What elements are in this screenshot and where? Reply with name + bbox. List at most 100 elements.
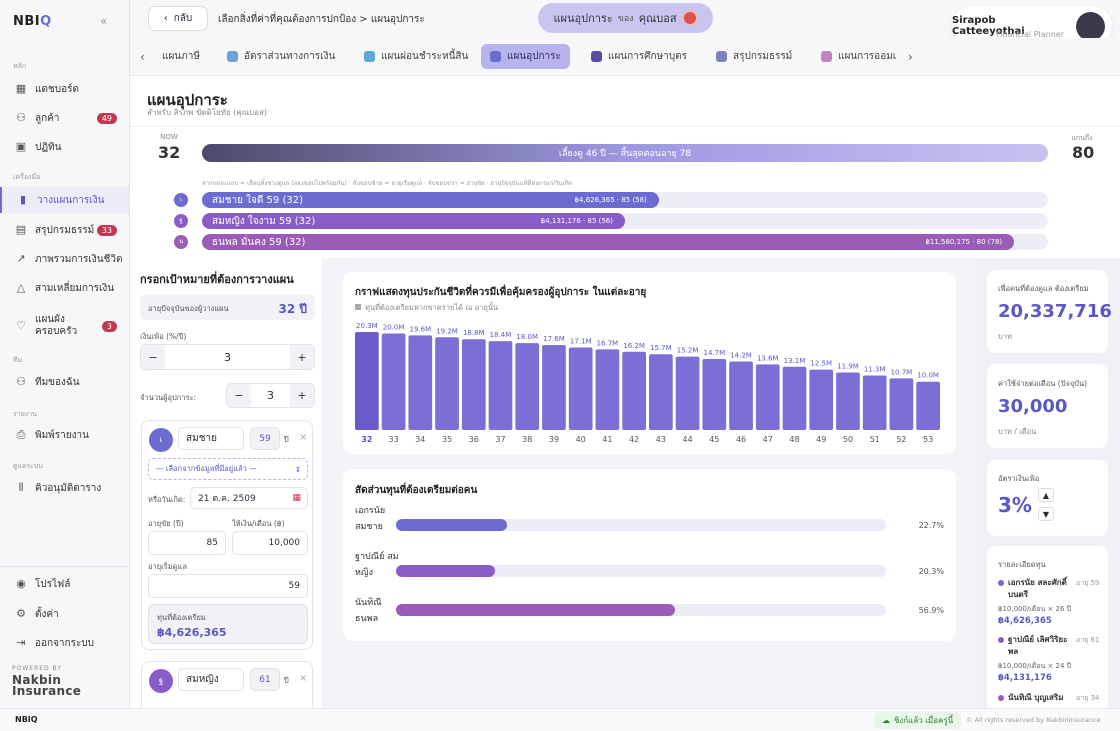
sidebar-item-logout[interactable]: ⇥ ออกจากระบบ (0, 630, 129, 656)
customers-count-badge: 49 (96, 112, 117, 124)
dependent-1-monthly-input[interactable]: 10,000 (232, 531, 308, 555)
sidebar-item-life-overview[interactable]: ↗ ภาพรวมการเงินชีวิต (0, 246, 129, 272)
sidebar-item-customers[interactable]: ⚇ ลูกค้า 49 (0, 105, 129, 131)
chart-bar[interactable] (729, 361, 753, 430)
chart-bar[interactable] (649, 354, 673, 430)
sidebar-item-approval-queue[interactable]: ⫴ คิวอนุมัติตาราง (0, 475, 129, 501)
chart-bar[interactable] (435, 337, 459, 430)
chart-bar[interactable] (782, 366, 807, 430)
care-span-bar[interactable]: เลี้ยงดู 46 ปี — สิ้นสุดตอนอายุ 78 (202, 144, 1048, 162)
tab-policy-summary[interactable]: สรุปกรมธรรม์ (707, 44, 801, 69)
chart-bar[interactable] (862, 375, 887, 430)
inflation-stepper[interactable]: − 3 + (140, 344, 315, 370)
chart-bar[interactable] (542, 345, 566, 430)
dependent-1-age-input[interactable]: 59 (250, 427, 280, 450)
chart-bar[interactable] (809, 369, 834, 430)
collapse-sidebar-icon[interactable]: « (100, 14, 108, 28)
bar-chart-icon: ▮ (19, 193, 27, 206)
chart-data-label: 19.6M (409, 325, 431, 333)
chart-data-label: 15.7M (650, 344, 672, 352)
dependent-1-name-input[interactable]: สมชาย (178, 427, 244, 450)
inflation-label: เงินเฟ้อ (%/ปี) (140, 332, 187, 341)
tab-financial-ratio[interactable]: อัตราส่วนทางการเงิน (218, 44, 344, 69)
dependent-2-name-input[interactable]: สมหญิง (178, 668, 244, 691)
remove-dependent-1-icon[interactable]: × (299, 432, 308, 443)
dependent-1-birthdate-input[interactable]: 21 ต.ค. 2509 ▦ (190, 487, 308, 509)
fund-dot (998, 580, 1004, 586)
chart-bar[interactable] (461, 339, 486, 430)
chart-x-tick: 52 (896, 435, 906, 444)
inflation-value[interactable]: 3 (224, 350, 231, 364)
dependents-decrement-button[interactable]: − (227, 384, 251, 407)
chart-bar[interactable] (488, 341, 513, 430)
chevron-left-icon: ‹ (163, 13, 168, 24)
tab-tax-plan[interactable]: แผนภาษี (153, 44, 209, 69)
app-logo[interactable]: NBIQ (13, 14, 52, 29)
sidebar-item-family-tree[interactable]: ♡ แผนผังครอบครัว 3 (0, 311, 129, 341)
chart-x-tick: 46 (736, 435, 746, 444)
chart-bar[interactable] (755, 364, 780, 430)
profile-icon: ◉ (16, 577, 26, 590)
chart-x-tick: 48 (789, 435, 799, 444)
remove-dependent-2-icon[interactable]: × (299, 673, 308, 684)
calendar-icon[interactable]: ▦ (292, 493, 301, 503)
inflation-card: อัตราเงินเฟ้อ 3% ▲ ▼ (987, 460, 1108, 536)
tab-dependent-plan[interactable]: แผนอุปการะ (481, 44, 570, 69)
dependent-2-track[interactable]: สมหญิง ใจงาม 59 (32) ฿4,131,176 · 85 (56) (202, 213, 1048, 229)
sidebar-item-settings[interactable]: ⚙ ตั้งค่า (0, 601, 129, 627)
chart-bar[interactable] (408, 335, 433, 430)
sidebar-item-print-report[interactable]: ⎙ พิมพ์รายงาน (0, 422, 129, 448)
sidebar-item-dashboard[interactable]: ▦ แดชบอร์ด (0, 76, 129, 102)
chart-bar[interactable] (622, 351, 646, 430)
tabs-scroll-left-icon[interactable]: ‹ (140, 50, 145, 64)
chart-data-label: 11.9M (837, 363, 859, 371)
ratio-row-1-fill (396, 519, 508, 531)
chart-bar[interactable] (916, 381, 940, 430)
dependent-2-span[interactable]: สมหญิง ใจงาม 59 (32) ฿4,131,176 · 85 (56) (202, 213, 625, 229)
dependents-increment-button[interactable]: + (290, 384, 314, 407)
chart-bar[interactable] (702, 359, 727, 430)
dependent-1-span[interactable]: สมชาย ใจดี 59 (32) ฿4,626,365 · 85 (58) (202, 192, 659, 208)
dependent-3-amount: ฿11,580,175 · 80 (78) (925, 238, 1003, 246)
dependent-1-select[interactable]: — เลือกจากข้อมูลที่มีอยู่แล้ว — ⇕ (148, 458, 308, 480)
chart-bar[interactable] (355, 332, 379, 430)
dependent-2-age-input[interactable]: 61 (250, 668, 280, 691)
sidebar-item-financial-planning[interactable]: ▮ วางแผนการเงิน (0, 187, 129, 213)
chart-bar[interactable] (889, 378, 914, 430)
trend-icon: ↗ (16, 252, 26, 265)
chart-bar[interactable] (515, 343, 540, 430)
dependent-1-life-input[interactable]: 85 (148, 531, 226, 555)
sidebar-item-policy-summary[interactable]: ▤ สรุปกรมธรรม์ 33 (0, 217, 129, 243)
tab-debt-plan[interactable]: แผนผ่อนชำระหนี้สิน (355, 44, 477, 69)
back-button[interactable]: ‹ กลับ (148, 6, 208, 31)
dependents-value[interactable]: 3 (267, 389, 274, 402)
fund-dot (998, 637, 1004, 643)
inflation-up-button[interactable]: ▲ (1038, 488, 1054, 502)
sidebar-item-triangle[interactable]: △ สามเหลี่ยมการเงิน (0, 275, 129, 301)
chart-bar[interactable] (836, 372, 860, 430)
chart-bar[interactable] (675, 356, 700, 430)
dependent-1-start-age-input[interactable]: 59 (148, 574, 308, 598)
ratio-row-2-pct: 20.3% (918, 567, 944, 576)
chart-x-tick: 42 (629, 435, 639, 444)
dependent-3-span[interactable]: ธนพล มั่นคง 59 (32) ฿11,580,175 · 80 (78) (202, 234, 1015, 250)
tab-savings-plan[interactable]: แผนการออมเ (812, 44, 905, 69)
sidebar-item-label: วางแผนการเงิน (37, 194, 105, 206)
chart-bar[interactable] (381, 333, 406, 430)
tabs-scroll-right-icon[interactable]: › (908, 50, 913, 64)
sidebar-item-profile[interactable]: ◉ โปรไฟล์ (0, 571, 129, 597)
ratio-card: สัดส่วนทุนที่ต้องเตรียมต่อคน เอกรนัย สมช… (343, 469, 956, 641)
chart-bar[interactable] (568, 347, 593, 430)
dependent-3-track[interactable]: ธนพล มั่นคง 59 (32) ฿11,580,175 · 80 (78) (202, 234, 1048, 250)
tab-education-plan[interactable]: แผนการศึกษาบุตร (582, 44, 696, 69)
sidebar-item-calendar[interactable]: ▣ ปฏิทิน (0, 134, 129, 160)
inflation-down-button[interactable]: ▼ (1038, 507, 1054, 521)
dependents-stepper[interactable]: − 3 + (226, 383, 315, 408)
sidebar-item-label: แดชบอร์ด (35, 83, 79, 95)
chart-bar[interactable] (595, 349, 620, 430)
dependent-1-track[interactable]: สมชาย ใจดี 59 (32) ฿4,626,365 · 85 (58) (202, 192, 1048, 208)
plan-client-pill[interactable]: แผนอุปการะ ของ คุณบอส (538, 3, 713, 33)
inflation-increment-button[interactable]: + (290, 345, 314, 369)
inflation-decrement-button[interactable]: − (141, 345, 165, 369)
sidebar-item-my-team[interactable]: ⚇ ทีมของฉัน (0, 369, 129, 395)
